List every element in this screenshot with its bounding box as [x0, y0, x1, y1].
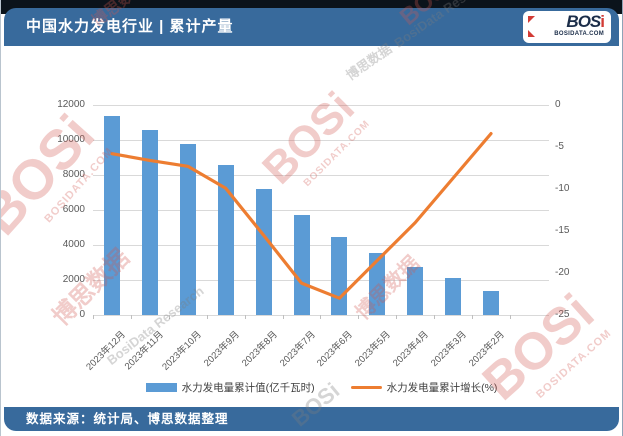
- bar-2023年12月: [104, 116, 120, 315]
- page-title: 中国水力发电行业 | 累计产量: [26, 18, 234, 35]
- logo-domain: BOSIDATA.COM: [554, 31, 604, 37]
- brand-logo: BOSi BOSIDATA.COM: [523, 11, 611, 43]
- y-axis-right-label: -20: [555, 267, 570, 278]
- data-source-text: 数据来源：统计局、博思数据整理: [26, 412, 229, 426]
- bar-2023年2月: [483, 290, 499, 315]
- x-axis-label: 2023年4月: [391, 329, 432, 370]
- legend-item-line: 水力发电量累计增长(%): [350, 380, 498, 395]
- x-axis-tick: [93, 315, 94, 319]
- x-axis-tick: [282, 315, 284, 319]
- legend: 水力发电量累计值(亿千瓦时) 水力发电量累计增长(%): [61, 378, 582, 396]
- x-axis-label: 2023年5月: [353, 329, 394, 370]
- x-axis-tick: [244, 315, 246, 319]
- x-axis-tick: [320, 315, 322, 319]
- y-axis-right-label: 0: [555, 99, 561, 110]
- growth-line-series: [110, 132, 493, 300]
- x-axis-tick: [168, 315, 170, 319]
- logo-text-accent: i: [600, 12, 605, 31]
- y-axis-right-label: -15: [555, 225, 570, 236]
- y-axis-left-label: 10000: [57, 134, 85, 145]
- bar-2023年8月: [255, 189, 272, 315]
- bar-2023年7月: [293, 215, 310, 315]
- y-axis-left-label: 8000: [62, 169, 85, 180]
- chart: 12000 10000 8000 6000 4000 2000 0 0 -5 -10 -15 -20…: [1, 46, 622, 400]
- logo-triangle-bottom-icon: [528, 30, 535, 37]
- legend-swatch-line: [350, 385, 382, 389]
- x-axis-labels: 2023年12月 2023年11月 2023年10月 2023年9月 2023年8月 20…: [84, 319, 549, 379]
- y-axis-left-label: 2000: [62, 274, 85, 285]
- y-axis-left-label: 4000: [62, 239, 85, 250]
- y-axis-right-label: -5: [555, 141, 564, 152]
- logo-triangle-top-icon: [528, 16, 535, 23]
- x-axis-label: 2023年6月: [315, 329, 356, 370]
- x-axis-tick: [130, 315, 132, 319]
- logo-text-main: BOS: [566, 12, 601, 31]
- x-axis-label: 2023年11月: [122, 329, 166, 373]
- x-axis-label: 2023年12月: [84, 329, 128, 373]
- gridline: [93, 280, 549, 281]
- gridline: [93, 245, 549, 246]
- x-axis-label: 2023年2月: [467, 329, 507, 370]
- gridline: [93, 210, 549, 211]
- x-axis-label: 2023年3月: [429, 329, 469, 370]
- footer-bar: 数据来源：统计局、博思数据整理: [4, 407, 619, 431]
- bar-2023年11月: [141, 129, 158, 315]
- x-axis-tick: [396, 315, 398, 319]
- y-axis-left-label: 12000: [57, 99, 85, 110]
- legend-swatch-bar: [145, 382, 177, 392]
- bar-2023年3月: [445, 278, 462, 315]
- legend-label-bars: 水力发电量累计值(亿千瓦时): [181, 381, 315, 394]
- x-axis-tick: [206, 315, 208, 319]
- x-axis-tick: [472, 315, 473, 319]
- bar-2023年9月: [217, 165, 234, 315]
- bar-2023年5月: [369, 253, 386, 315]
- header-bar: 中国水力发电行业 | 累计产量 BOSi BOSIDATA.COM: [4, 8, 619, 46]
- x-axis-label: 2023年10月: [160, 329, 204, 373]
- x-axis-label: 2023年8月: [239, 329, 280, 370]
- x-axis-tick: [509, 315, 511, 319]
- y-axis-right-label: -25: [555, 309, 570, 320]
- bar-2023年4月: [407, 267, 424, 315]
- legend-label-line: 水力发电量累计增长(%): [386, 381, 498, 394]
- legend-item-bars: 水力发电量累计值(亿千瓦时): [145, 380, 315, 395]
- x-axis-tick: [358, 315, 360, 319]
- logo-wordmark: BOSi: [566, 12, 605, 31]
- gridline: [93, 105, 549, 106]
- x-axis-tick: [434, 315, 436, 319]
- gridline: [93, 140, 549, 141]
- plot-area: [93, 105, 549, 319]
- y-axis-right-label: -10: [555, 183, 570, 194]
- bar-2023年10月: [179, 143, 196, 315]
- x-axis-label: 2023年9月: [201, 329, 242, 370]
- y-axis-left-label: 6000: [62, 204, 85, 215]
- y-axis-left-label: 0: [79, 309, 85, 320]
- gridline: [93, 175, 549, 176]
- x-axis-label: 2023年7月: [277, 329, 318, 370]
